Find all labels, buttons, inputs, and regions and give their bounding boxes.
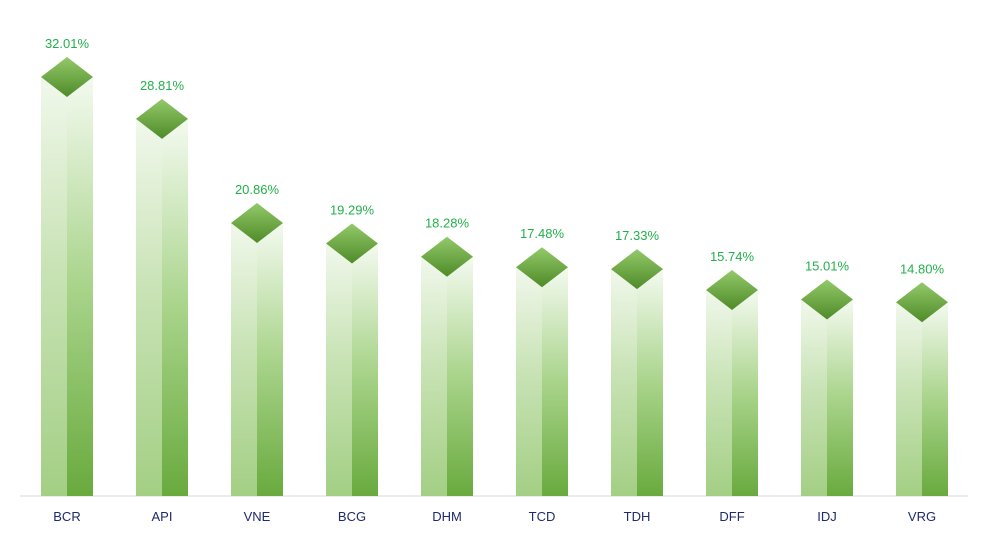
x-tick-label: VRG (908, 509, 936, 524)
data-label: 28.81% (140, 78, 185, 93)
bar-right-face (637, 269, 663, 496)
x-tick-label: VNE (244, 509, 271, 524)
bar-right-face (542, 267, 568, 496)
bar-right-face (67, 77, 93, 496)
bar-dff (706, 269, 758, 496)
data-label: 18.28% (425, 216, 470, 231)
bar-left-face (896, 302, 922, 496)
bar-top-face (801, 279, 853, 320)
x-tick-label: IDJ (817, 509, 837, 524)
bar-tcd (516, 247, 568, 496)
bar-bcg (326, 223, 378, 496)
bar-top-face (611, 249, 663, 290)
x-tick-label: DHM (432, 509, 462, 524)
x-tick-label: API (152, 509, 173, 524)
data-label: 17.33% (615, 228, 660, 243)
data-label: 32.01% (45, 36, 90, 51)
bar-right-face (257, 222, 283, 496)
bar-left-face (231, 222, 257, 496)
bar-left-face (41, 77, 67, 496)
bars-layer (41, 57, 948, 497)
bar-vne (231, 202, 283, 496)
data-label: 14.80% (900, 261, 945, 276)
bar-top-face (896, 282, 948, 323)
x-tick-label: BCR (53, 509, 80, 524)
bar-top-face (326, 223, 378, 264)
bar-left-face (706, 289, 732, 496)
bar-vrg (896, 282, 948, 496)
bar-top-face (706, 269, 758, 310)
bar-idj (801, 279, 853, 496)
data-label: 15.74% (710, 249, 755, 264)
bar-top-face (231, 202, 283, 243)
bar-top-face (516, 247, 568, 288)
bar-top-face (41, 57, 93, 97)
bar-top-face (421, 236, 473, 277)
bar-left-face (136, 118, 162, 497)
bar-left-face (421, 256, 447, 496)
bar-right-face (447, 256, 473, 496)
data-label: 19.29% (330, 203, 375, 218)
data-label: 17.48% (520, 226, 565, 241)
bar-tdh (611, 249, 663, 496)
data-label: 15.01% (805, 259, 850, 274)
bar-left-face (326, 243, 352, 496)
bar-left-face (801, 299, 827, 496)
bar-dhm (421, 236, 473, 496)
bar-right-face (922, 302, 948, 496)
x-tick-label: TCD (529, 509, 556, 524)
bar-left-face (516, 267, 542, 496)
x-tick-label: BCG (338, 509, 366, 524)
bar-left-face (611, 269, 637, 496)
bar-bcr (41, 57, 93, 496)
x-tick-label: DFF (719, 509, 744, 524)
bar-right-face (162, 118, 188, 497)
bar-right-face (352, 243, 378, 496)
data-label: 20.86% (235, 182, 280, 197)
bar-api (136, 98, 188, 497)
bar-right-face (732, 289, 758, 496)
x-tick-label: TDH (624, 509, 651, 524)
bar-top-face (136, 98, 188, 139)
bar-right-face (827, 299, 853, 496)
labels-layer: 32.01% BCR 28.81% API 20.86% VNE 19.29% BCG 18.2… (45, 36, 945, 524)
